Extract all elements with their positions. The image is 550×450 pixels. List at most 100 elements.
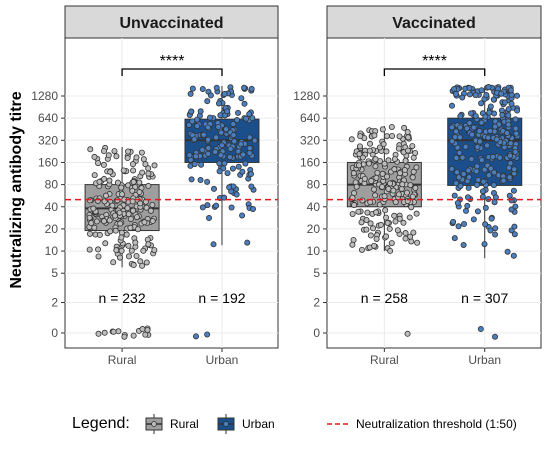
data-point: [199, 85, 206, 92]
data-point: [118, 184, 125, 191]
data-point: [221, 91, 228, 98]
data-point: [388, 240, 395, 247]
data-point: [86, 214, 93, 221]
data-point: [468, 156, 475, 163]
data-point: [91, 224, 98, 231]
data-point: [462, 143, 469, 150]
data-point: [391, 212, 398, 219]
data-point: [199, 146, 206, 153]
y-tick-label: 320: [300, 133, 320, 147]
data-point: [112, 212, 119, 219]
y-axis-label: Neutralizing antibody titre: [8, 91, 25, 288]
data-point: [90, 205, 97, 212]
y-tick-label: 10: [45, 244, 59, 258]
data-point: [235, 163, 242, 170]
legend-threshold-label: Neutralization threshold (1:50): [356, 417, 517, 431]
data-point: [191, 136, 198, 143]
data-point: [241, 84, 248, 91]
data-point: [198, 161, 205, 168]
data-point: [133, 252, 140, 259]
data-point: [379, 183, 386, 190]
data-point: [363, 217, 370, 224]
data-point: [118, 247, 125, 254]
data-point: [355, 208, 362, 215]
data-point: [230, 121, 237, 128]
data-point: [95, 160, 102, 167]
data-point: [189, 85, 196, 92]
data-point: [484, 142, 491, 149]
data-point: [410, 229, 417, 236]
data-point: [409, 174, 416, 181]
data-point: [114, 179, 121, 186]
data-point: [246, 134, 253, 141]
data-point: [366, 147, 373, 154]
data-point: [353, 183, 360, 190]
data-point: [414, 239, 421, 246]
data-point: [383, 214, 390, 221]
data-point: [371, 186, 378, 193]
legend-key-urban: [217, 414, 235, 434]
data-point: [373, 209, 380, 216]
data-point: [383, 173, 390, 180]
data-point: [204, 202, 211, 209]
data-point: [188, 108, 195, 115]
data-point: [404, 129, 411, 136]
data-point: [356, 143, 363, 150]
data-point: [379, 170, 386, 177]
data-point: [451, 86, 458, 93]
data-point: [470, 124, 477, 131]
data-point-zero: [142, 331, 149, 338]
y-tick-label: 640: [38, 111, 58, 125]
y-tick-label: 160: [38, 155, 58, 169]
data-point: [476, 128, 483, 135]
data-point: [503, 130, 510, 137]
data-point: [226, 154, 233, 161]
data-point: [473, 168, 480, 175]
data-point: [406, 214, 413, 221]
data-point: [246, 111, 253, 118]
data-point: [478, 100, 485, 107]
data-point: [373, 174, 380, 181]
data-point: [215, 123, 222, 130]
data-point: [377, 221, 384, 228]
data-point: [242, 160, 249, 167]
data-point: [356, 151, 363, 158]
data-point: [492, 225, 499, 232]
data-point: [145, 182, 152, 189]
data-point: [210, 185, 217, 192]
data-point: [357, 133, 364, 140]
data-point: [112, 227, 119, 234]
legend-label-urban: Urban: [242, 417, 275, 431]
data-point: [102, 192, 109, 199]
data-point: [395, 191, 402, 198]
data-point: [248, 85, 255, 92]
data-point: [228, 204, 235, 211]
data-point: [147, 207, 154, 214]
legend: Legend: Rural Urban Neutralization thres…: [72, 414, 517, 434]
data-point: [151, 162, 158, 169]
data-point: [409, 143, 416, 150]
data-point: [123, 231, 130, 238]
data-point: [482, 113, 489, 120]
data-point: [247, 171, 254, 178]
data-point: [125, 242, 132, 249]
data-point: [402, 157, 409, 164]
y-tick-label: 2: [51, 296, 58, 310]
y-tick-label: 320: [38, 133, 58, 147]
data-point: [118, 229, 125, 236]
data-point-zero: [130, 332, 137, 339]
data-point: [510, 252, 517, 259]
data-point: [507, 152, 514, 159]
data-point: [210, 241, 217, 248]
y-tick-label: 5: [51, 266, 58, 280]
data-point: [384, 219, 391, 226]
data-point: [392, 218, 399, 225]
data-point: [474, 143, 481, 150]
data-point: [107, 228, 114, 235]
data-point: [125, 211, 132, 218]
data-point: [124, 155, 131, 162]
data-point: [512, 125, 519, 132]
data-point: [366, 160, 373, 167]
data-point: [512, 116, 519, 123]
